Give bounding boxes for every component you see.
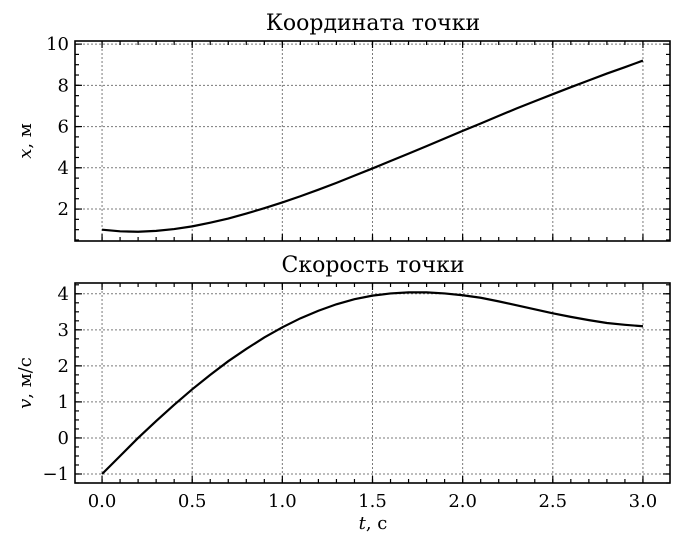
- velocity-y-tick-label: 2: [58, 356, 69, 377]
- velocity-y-axis-label: v, м/с: [15, 357, 36, 409]
- velocity-plot-frame: [74, 282, 671, 484]
- velocity-series: [101, 291, 644, 475]
- velocity-y-tick-label: 4: [58, 284, 69, 305]
- coordinate-series-line: [101, 59, 644, 233]
- coordinate-chart: Координата точки 2 4 6 8 10 x, м: [15, 11, 671, 242]
- velocity-x-tick-label: 0.5: [178, 491, 207, 512]
- velocity-y-tick-label: 3: [58, 320, 69, 341]
- coordinate-y-tick-label: 6: [58, 117, 69, 138]
- velocity-x-axis-var: t: [359, 513, 367, 534]
- velocity-x-axis-unit: , с: [366, 513, 388, 534]
- coordinate-chart-title: Координата точки: [266, 11, 480, 36]
- velocity-chart: Скорость точки 0.0 0.5 1.0 1.5 2.0 2.5 3.0 −1 0 1…: [15, 253, 671, 534]
- coordinate-y-axis-label: x, м: [15, 123, 36, 159]
- coordinate-y-tick-label: 2: [58, 199, 69, 220]
- coordinate-y-tick-label: 10: [46, 34, 69, 55]
- velocity-y-tick-label: 1: [58, 392, 69, 413]
- coordinate-grid: [75, 41, 670, 241]
- coordinate-plot-frame: [74, 40, 671, 242]
- velocity-x-tick-label: 0.0: [88, 491, 117, 512]
- velocity-x-tick-label: 1.0: [268, 491, 297, 512]
- coordinate-y-axis-unit: , м: [15, 123, 36, 148]
- coordinate-tick-labels: 2 4 6 8 10: [46, 34, 69, 220]
- velocity-grid: [75, 283, 670, 483]
- velocity-tick-labels: 0.0 0.5 1.0 1.5 2.0 2.5 3.0 −1 0 1 2 3 4: [42, 284, 657, 512]
- coordinate-y-axis-var: x: [15, 149, 36, 159]
- velocity-y-axis-var: v: [15, 399, 36, 409]
- velocity-x-tick-label: 3.0: [629, 491, 658, 512]
- velocity-x-axis-label: t, с: [359, 513, 388, 534]
- coordinate-y-tick-label: 8: [58, 75, 69, 96]
- velocity-x-tick-label: 2.0: [448, 491, 477, 512]
- coordinate-series: [101, 59, 644, 233]
- velocity-x-tick-label: 2.5: [538, 491, 567, 512]
- velocity-y-tick-label: 0: [58, 428, 69, 449]
- velocity-series-line: [101, 291, 644, 475]
- coordinate-y-tick-label: 4: [58, 158, 69, 179]
- velocity-y-tick-label: −1: [42, 464, 69, 485]
- velocity-y-axis-unit: , м/с: [15, 357, 36, 399]
- velocity-chart-title: Скорость точки: [282, 253, 465, 278]
- velocity-x-tick-label: 1.5: [358, 491, 387, 512]
